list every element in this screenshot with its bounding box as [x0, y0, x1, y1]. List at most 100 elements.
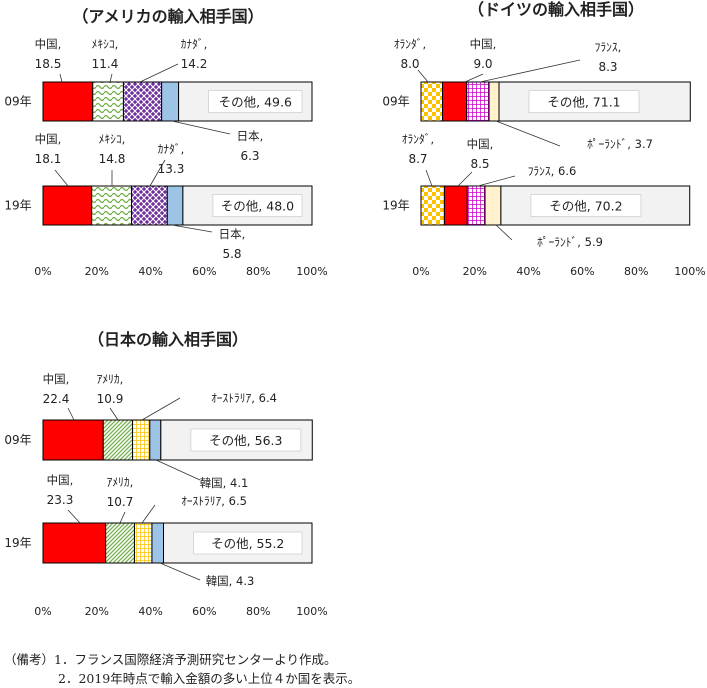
- data-label: 韓国, 4.1: [200, 476, 249, 490]
- bar-segment: [420, 81, 444, 122]
- data-label-value: 23.3: [47, 493, 74, 507]
- bar-segment: [133, 522, 153, 564]
- bar-segment: [42, 81, 94, 122]
- data-label-name: ﾌﾗﾝｽ,: [595, 40, 622, 54]
- data-label-name: 中国,: [35, 132, 62, 146]
- chart-title: （ドイツの輸入相手国）: [468, 0, 644, 19]
- leader-line: [67, 407, 75, 421]
- data-label-name: 日本,: [219, 227, 246, 241]
- leader-line: [464, 73, 484, 83]
- data-label-box: [208, 90, 303, 113]
- leader-line: [159, 562, 201, 581]
- bar-segment: [131, 185, 168, 226]
- leader-line: [171, 120, 231, 135]
- data-label-name: ｶﾅﾀﾞ,: [158, 142, 185, 156]
- category-label: 09年: [4, 95, 31, 109]
- bar-segment: [42, 522, 107, 564]
- leader-line: [171, 224, 213, 233]
- bar-segment: [42, 185, 93, 226]
- data-label-value: 11.4: [92, 57, 119, 71]
- data-label-value: 14.2: [181, 57, 208, 71]
- category-label: 09年: [382, 95, 409, 109]
- leader-line: [141, 504, 156, 524]
- notes: （備考）1．フランス国際経済予測研究センターより作成。 2．2019年時点で輸入…: [4, 650, 360, 688]
- chart-3: （日本の輸入相手国）0% 20% 40% 60% 80% 100%09年中国,22.4ｱﾒ…: [4, 330, 327, 618]
- bar-segment: [102, 419, 134, 461]
- leader-line: [425, 169, 433, 187]
- bar-segment: [105, 522, 135, 564]
- data-label-name: ﾒｷｼｺ,: [92, 37, 119, 51]
- data-label: その他, 71.1: [547, 95, 620, 110]
- x-tick-label: 0%: [34, 265, 51, 278]
- category-label: 19年: [4, 536, 31, 550]
- bar-segment: [443, 185, 468, 226]
- chart-2: （ドイツの輸入相手国） 0% 20% 40% 60% 80% 100% 09年 ｵﾗﾝﾀﾞ, 8.…: [382, 0, 705, 278]
- data-label: その他, 70.2: [549, 199, 622, 214]
- note-2: 2．2019年時点で輸入金額の多い上位４か国を表示。: [58, 671, 361, 686]
- data-label-value: 9.0: [473, 57, 492, 71]
- x-tick-label: 20%: [85, 605, 109, 618]
- leader-line: [141, 397, 181, 421]
- category-label: 19年: [382, 199, 409, 213]
- x-tick-label: 20%: [85, 265, 109, 278]
- data-label-value: 18.1: [35, 152, 62, 166]
- data-label-box: [212, 194, 303, 217]
- x-tick-label: 20%: [463, 265, 487, 278]
- bar-segment: [122, 81, 163, 122]
- leader-line: [109, 73, 113, 83]
- data-label-name: ｱﾒﾘｶ,: [97, 372, 124, 386]
- x-tick-label: 0%: [412, 265, 429, 278]
- bar-segment: [420, 185, 445, 226]
- bar-segment: [92, 81, 124, 122]
- data-label-name: 中国,: [47, 473, 74, 487]
- data-label: 韓国, 4.3: [206, 574, 255, 588]
- data-label-value: 14.8: [99, 152, 126, 166]
- data-label: ｵｰｽﾄﾗﾘｱ, 6.4: [211, 391, 277, 405]
- notes-prefix: （備考）: [4, 652, 55, 667]
- bar-segment: [42, 419, 104, 461]
- leader-line: [477, 175, 516, 187]
- leader-line: [59, 73, 63, 83]
- data-label-name: 中国,: [35, 37, 62, 51]
- x-tick-label: 60%: [192, 605, 216, 618]
- data-label-value: 8.3: [598, 60, 617, 74]
- leader-line: [417, 69, 429, 83]
- leader-line: [495, 120, 561, 147]
- data-label-value: 22.4: [43, 392, 70, 406]
- x-tick-label: 40%: [516, 265, 540, 278]
- x-tick-label: 40%: [138, 605, 162, 618]
- x-tick-label: 40%: [138, 265, 162, 278]
- note-1: 1．フランス国際経済予測研究センターより作成。: [54, 652, 337, 667]
- x-tick-label: 100%: [296, 605, 327, 618]
- x-tick-label: 80%: [624, 265, 648, 278]
- x-tick-label: 100%: [674, 265, 705, 278]
- bar-segment: [91, 185, 133, 226]
- bar-segment: [466, 81, 490, 122]
- data-label-box: [190, 428, 302, 452]
- data-label-name: 中国,: [467, 137, 494, 151]
- data-label-value: 10.7: [107, 495, 134, 509]
- bar-segment: [442, 81, 468, 122]
- data-label-name: 中国,: [470, 37, 497, 51]
- data-label-name: ｵﾗﾝﾀﾞ,: [402, 132, 434, 146]
- data-label: ｵｰｽﾄﾗﾘｱ, 6.5: [181, 494, 247, 508]
- leader-line: [54, 169, 69, 187]
- leader-line: [67, 509, 81, 524]
- leader-line: [457, 171, 473, 187]
- data-label-value: 8.0: [400, 57, 419, 71]
- leader-line: [149, 159, 166, 187]
- x-tick-label: 60%: [192, 265, 216, 278]
- bar-segment: [488, 81, 500, 122]
- data-label-value: 10.9: [97, 392, 124, 406]
- bar-segment: [151, 522, 165, 564]
- data-label-box: [528, 90, 640, 113]
- leader-line: [109, 407, 119, 421]
- chart-title: （アメリカの輸入相手国）: [72, 7, 263, 26]
- data-label-value: 5.8: [222, 247, 241, 261]
- leader-line: [155, 459, 201, 481]
- chart-1: （アメリカの輸入相手国）0% 20% 40% 60% 80% 100%09年中国,18.5…: [4, 7, 327, 278]
- data-label-value: 8.7: [408, 152, 427, 166]
- leader-line: [495, 224, 513, 241]
- data-label-name: 中国,: [43, 372, 70, 386]
